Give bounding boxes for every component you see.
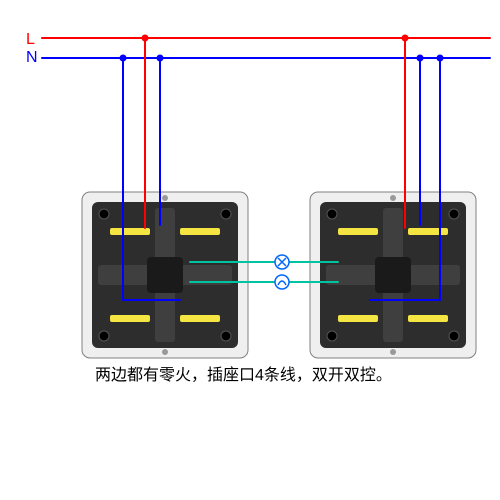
- caption-text: 两边都有零火，插座口4条线，双开双控。: [95, 366, 392, 384]
- junction-dot: [157, 55, 164, 62]
- terminal-strip: [408, 315, 448, 322]
- junction-dot: [437, 55, 444, 62]
- label-L: L: [26, 31, 35, 48]
- junction-dot: [402, 35, 409, 42]
- switch-icon: [275, 275, 289, 289]
- junction-dot: [142, 35, 149, 42]
- junction-dot: [417, 55, 424, 62]
- junction-dot: [120, 55, 127, 62]
- terminal-strip: [338, 228, 378, 235]
- terminal-strip: [180, 315, 220, 322]
- label-N: N: [26, 49, 38, 66]
- terminal-strip: [180, 228, 220, 235]
- terminal-strip: [338, 315, 378, 322]
- lamp-icon: [275, 255, 289, 269]
- terminal-strip: [110, 228, 150, 235]
- switch-box: [310, 192, 476, 358]
- terminal-strip: [408, 228, 448, 235]
- terminal-strip: [110, 315, 150, 322]
- switch-box: [82, 192, 248, 358]
